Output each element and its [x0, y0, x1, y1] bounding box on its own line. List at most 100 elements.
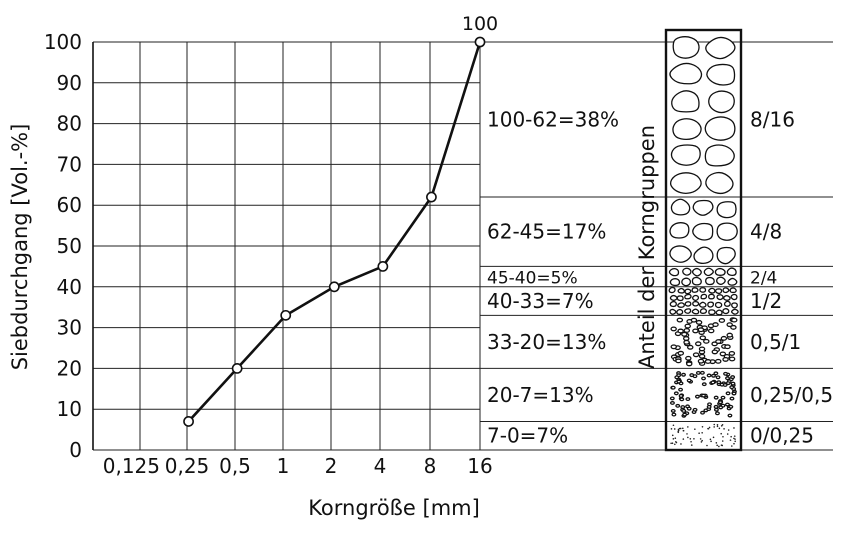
fine-grain	[692, 328, 699, 334]
group-size-label: 0,5/1	[750, 330, 801, 354]
group-share-label: 100-62=38%	[487, 108, 619, 132]
fine-grain	[669, 396, 675, 401]
sand-grain	[723, 428, 725, 430]
sand-grain	[687, 436, 689, 439]
sand-grain	[734, 440, 736, 443]
fine-grain	[729, 385, 735, 390]
small-stone	[705, 276, 715, 286]
group-size-label: 2/4	[750, 269, 777, 289]
group-size-label: 8/16	[750, 108, 795, 132]
medium-stone	[669, 245, 692, 263]
sand-grain	[681, 427, 684, 430]
data-point	[231, 362, 243, 374]
fine-grain	[695, 341, 702, 347]
sand-grain	[733, 427, 735, 429]
sand-grain	[713, 423, 716, 426]
small-stone	[684, 288, 692, 295]
axis-ticks: 0 10 20 30 40 50 60 70 80 90 100 0,125 0,25 0,5 1 2 4 8 16	[44, 30, 493, 478]
data-label: 100	[462, 13, 498, 35]
fine-grain	[670, 408, 676, 413]
fine-grain	[681, 408, 687, 413]
fine-grain	[674, 375, 680, 380]
small-stone	[727, 277, 738, 286]
y-axis-label: Siebdurchgang [Vol.-%]	[8, 124, 32, 371]
fine-grain	[694, 394, 700, 399]
small-stone	[669, 294, 678, 301]
medium-stone	[670, 198, 691, 216]
sand-grain	[727, 429, 730, 431]
small-stone	[669, 308, 677, 315]
fine-grain	[729, 396, 735, 401]
fine-grain	[670, 344, 678, 350]
data-point	[280, 309, 292, 321]
small-stone	[714, 267, 726, 276]
medium-stone	[716, 222, 738, 241]
sand-grain	[734, 438, 736, 440]
fine-grain	[675, 403, 681, 408]
small-stone	[691, 294, 700, 302]
group-share-label: 7-0=7%	[487, 424, 568, 448]
small-stone	[691, 267, 702, 277]
group-size-label: 1/2	[750, 289, 782, 313]
group-column-label: Anteil der Korngruppen	[635, 125, 659, 369]
sand-grain	[701, 431, 703, 434]
fine-grain	[724, 402, 730, 407]
sand-grain	[671, 434, 674, 437]
fine-grain	[706, 373, 712, 378]
fine-grain	[706, 404, 712, 409]
sand-grain	[729, 439, 732, 441]
small-stone	[677, 302, 685, 308]
sand-grain	[690, 444, 693, 446]
small-stone	[722, 294, 731, 301]
small-stone	[691, 287, 699, 293]
fine-grain	[722, 356, 729, 362]
fine-grain	[720, 395, 726, 400]
y-tick-label: 10	[57, 397, 82, 421]
coarse-stone	[704, 144, 735, 167]
x-tick-label: 4	[374, 454, 387, 478]
grading-curve-line	[187, 41, 482, 423]
x-tick-label: 0,25	[165, 454, 210, 478]
fine-grain	[689, 373, 695, 378]
small-stone	[715, 309, 723, 316]
sand-grain	[720, 444, 723, 446]
small-stone	[730, 293, 738, 301]
x-tick-label: 0,5	[219, 454, 251, 478]
fine-grain	[670, 326, 677, 332]
fine-grain	[695, 319, 703, 325]
group-share-label: 45-40=5%	[487, 269, 578, 289]
fine-grain	[695, 370, 701, 375]
fine-grain	[728, 350, 736, 356]
coarse-stone	[704, 116, 736, 141]
small-stone	[731, 302, 738, 309]
small-stone	[722, 308, 730, 315]
sand-grain	[706, 444, 708, 447]
fine-grain	[727, 413, 733, 418]
fine-grain	[678, 394, 684, 398]
aggregate-column	[664, 28, 743, 452]
data-point	[183, 416, 194, 427]
fine-grain	[682, 412, 688, 417]
fine-grain	[685, 361, 693, 367]
fine-grain	[701, 393, 706, 398]
sand-grain	[698, 432, 700, 434]
small-stone	[716, 294, 724, 301]
sand-grain	[671, 442, 674, 444]
small-stone	[681, 277, 692, 287]
fine-grain	[677, 350, 685, 356]
fine-grain	[730, 317, 738, 323]
small-stone	[714, 288, 723, 295]
fine-grain	[699, 335, 707, 341]
sand-grain	[720, 425, 723, 427]
small-stone	[684, 293, 692, 300]
grain-group-annotations: 100-62=38% 8/16 62-45=17% 4/8 45-40=5% 2/4 40-…	[480, 41, 833, 451]
small-stone	[684, 301, 692, 307]
sand-grain	[674, 443, 676, 446]
fine-grain	[707, 328, 715, 334]
fine-grain	[700, 410, 705, 415]
small-stone	[726, 267, 737, 277]
sand-grain	[700, 441, 703, 443]
fine-grain	[701, 382, 707, 387]
sand-grain	[687, 426, 689, 428]
fine-grain	[710, 380, 716, 385]
